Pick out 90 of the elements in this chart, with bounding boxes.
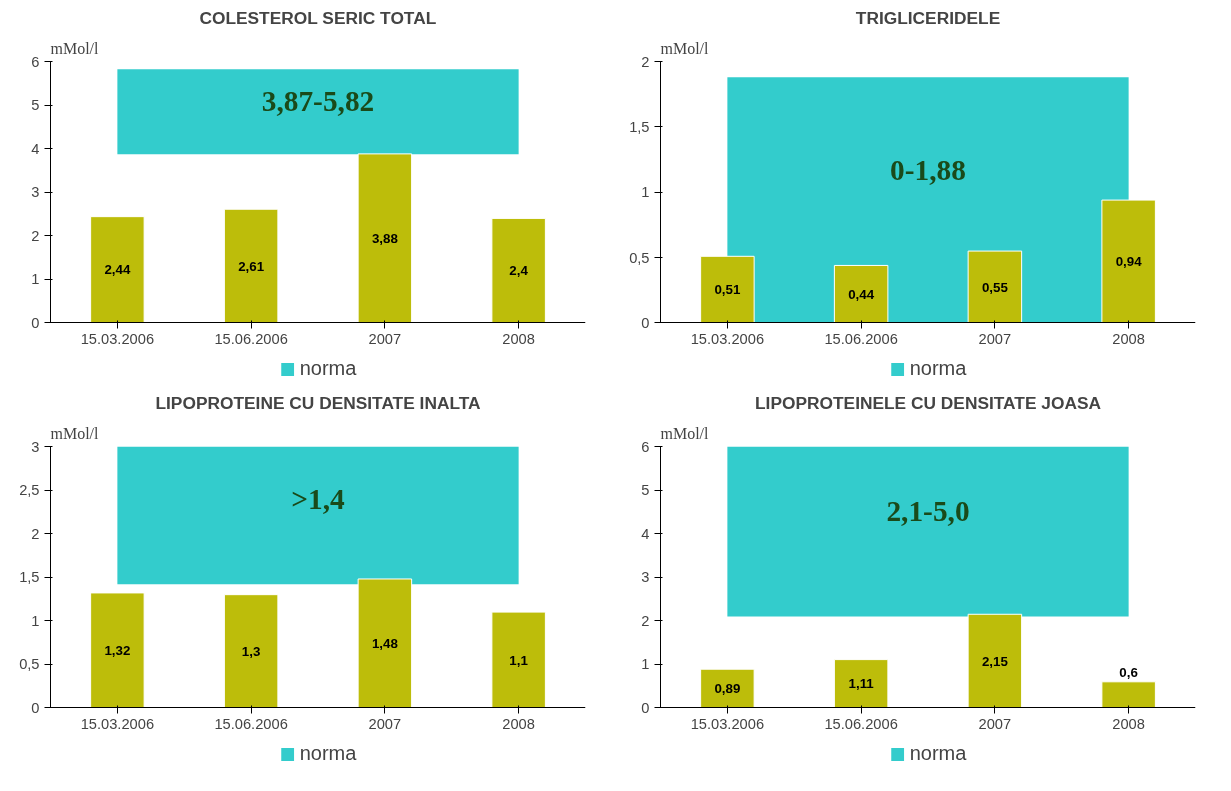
bar <box>833 264 889 324</box>
y-tick-label: 5 <box>31 97 40 114</box>
annotation: 3,87-5,82 <box>261 85 375 118</box>
bar <box>833 659 889 709</box>
legend-label: norma <box>299 357 357 380</box>
bar <box>1101 681 1156 709</box>
data-label: 0,44 <box>848 286 875 302</box>
y-axis-title: mMol/l <box>660 39 710 57</box>
x-tick-label: 2008 <box>502 330 535 347</box>
data-label: 0,55 <box>981 279 1009 295</box>
bar <box>357 578 413 709</box>
bar <box>90 592 145 709</box>
data-label: 1,1 <box>509 652 529 668</box>
data-label: 2,61 <box>238 258 265 274</box>
y-tick-label: 0,5 <box>19 656 40 673</box>
y-tick-label: 3 <box>31 438 40 455</box>
bar <box>967 250 1023 324</box>
x-tick-label: 15.06.2006 <box>214 715 288 732</box>
chart-title: LIPOPROTEINELE CU DENSITATE JOASA <box>755 392 1102 413</box>
data-label: 1,32 <box>104 642 131 658</box>
x-tick-label: 15.06.2006 <box>214 330 288 347</box>
data-label: 0,51 <box>714 282 741 298</box>
chart-title: TRIGLICERIDELE <box>855 7 1001 28</box>
y-tick-label: 3 <box>31 184 40 201</box>
y-tick-label: 2 <box>31 227 40 244</box>
y-tick-label: 0,5 <box>629 249 650 266</box>
x-tick-label: 15.06.2006 <box>824 330 898 347</box>
bar <box>223 594 279 709</box>
x-tick-label: 15.03.2006 <box>80 715 155 732</box>
y-tick-label: 1 <box>31 271 40 288</box>
y-tick-label: 0 <box>31 314 40 331</box>
y-tick-label: 3 <box>641 569 650 586</box>
legend-label: norma <box>909 357 967 380</box>
y-tick-label: 4 <box>31 140 40 157</box>
y-tick-label: 1 <box>641 656 650 673</box>
bar <box>491 611 546 709</box>
x-tick-label: 2008 <box>1112 715 1145 732</box>
x-tick-label: 15.03.2006 <box>690 715 765 732</box>
x-tick-label: 15.03.2006 <box>690 330 765 347</box>
y-tick-label: 0 <box>641 699 650 716</box>
chart-title: LIPOPROTEINE CU DENSITATE INALTA <box>155 392 482 413</box>
y-tick-label: 1,5 <box>19 569 40 586</box>
x-tick-label: 2007 <box>368 715 402 732</box>
bar <box>700 255 755 324</box>
data-label: 1,48 <box>371 635 398 651</box>
bar <box>357 153 413 324</box>
x-tick-label: 2007 <box>978 715 1012 732</box>
data-label: 1,11 <box>848 676 875 692</box>
bar <box>700 668 755 709</box>
x-tick-label: 2007 <box>368 330 402 347</box>
data-label: 2,44 <box>104 262 131 278</box>
bar <box>223 208 279 324</box>
x-tick-label: 15.06.2006 <box>824 715 898 732</box>
y-tick-label: 6 <box>31 53 40 70</box>
annotation: >1,4 <box>291 482 346 515</box>
y-tick-label: 5 <box>641 482 650 499</box>
data-label: 2,15 <box>981 653 1009 669</box>
chart-title: COLESTEROL SERIC TOTAL <box>199 7 437 28</box>
x-tick-label: 15.03.2006 <box>80 330 155 347</box>
y-tick-label: 1 <box>641 184 650 201</box>
data-label: 0,6 <box>1119 664 1138 680</box>
y-axis-title: mMol/l <box>50 39 100 57</box>
y-tick-label: 0 <box>31 699 40 716</box>
data-label: 3,88 <box>371 230 398 246</box>
y-tick-label: 6 <box>641 438 650 455</box>
legend-label: norma <box>299 742 357 765</box>
x-tick-label: 2007 <box>978 330 1012 347</box>
bar <box>1101 199 1156 324</box>
y-axis-title: mMol/l <box>660 424 710 442</box>
y-tick-label: 0 <box>641 314 650 331</box>
y-tick-label: 2 <box>641 53 650 70</box>
bar <box>90 216 145 324</box>
bar <box>967 613 1023 709</box>
data-label: 0,89 <box>714 681 741 697</box>
data-label: 0,94 <box>1115 254 1143 270</box>
y-tick-label: 2 <box>641 612 650 629</box>
legend-label: norma <box>909 742 967 765</box>
y-tick-label: 2,5 <box>19 482 40 499</box>
x-tick-label: 2008 <box>1112 330 1145 347</box>
y-tick-label: 1,5 <box>629 118 650 135</box>
annotation: 2,1-5,0 <box>886 494 970 527</box>
y-tick-label: 1 <box>31 612 40 629</box>
data-label: 1,3 <box>241 643 261 659</box>
bar <box>491 217 546 324</box>
x-tick-label: 2008 <box>502 715 535 732</box>
annotation: 0-1,88 <box>890 154 966 187</box>
y-tick-label: 2 <box>31 525 40 542</box>
y-tick-label: 4 <box>641 525 650 542</box>
data-label: 2,4 <box>509 263 529 279</box>
y-axis-title: mMol/l <box>50 424 100 442</box>
